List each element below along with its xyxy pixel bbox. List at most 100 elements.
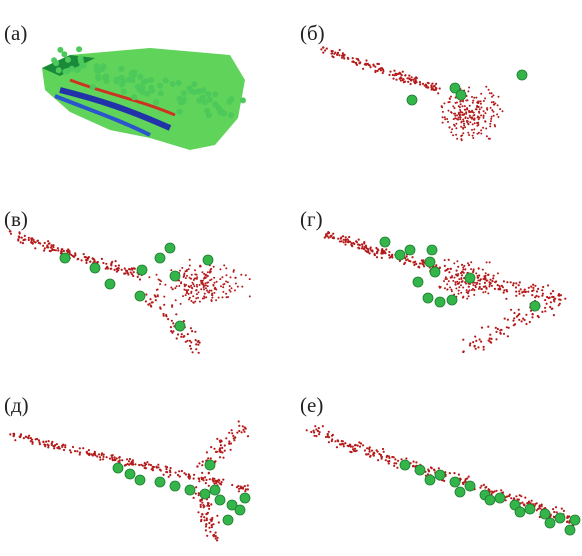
particle [564,298,566,300]
particle [9,433,11,435]
particle [43,250,45,252]
particle [200,288,202,290]
particle [401,74,403,76]
particle [489,125,491,127]
particle [462,132,464,134]
droplet [69,66,75,72]
particle [499,108,501,110]
particle [208,527,210,529]
bubble [400,460,410,470]
particle [99,456,101,458]
bubble [565,525,575,535]
particle [163,315,165,317]
particle [530,286,532,288]
particle [460,284,462,286]
particle [544,307,546,309]
particle [228,440,230,442]
particle [229,289,231,291]
particle [455,281,457,283]
particle [464,126,466,128]
particle [233,269,235,271]
particle [520,288,522,290]
particle [502,286,504,288]
particle [413,461,415,463]
particle [314,425,316,427]
particle [485,121,487,123]
particle [456,270,458,272]
particle [524,291,526,293]
particle [225,293,227,295]
particle [532,287,534,289]
particle [503,280,505,282]
particle [232,435,234,437]
particle [560,299,562,301]
particle [195,339,197,341]
particle [190,327,192,329]
particle [388,460,390,462]
particle [112,454,114,456]
particle [462,105,464,107]
particle [167,318,169,320]
particle [165,315,167,317]
particle [74,252,76,254]
particle [20,241,22,243]
particle [505,298,507,300]
particle [479,487,481,489]
particle [473,294,475,296]
particle [354,444,356,446]
particle [315,428,317,430]
bubble [137,265,147,275]
particle [221,481,223,483]
particle [179,270,181,272]
particle [480,129,482,131]
particle [467,90,469,92]
droplet [218,110,224,116]
particle [70,451,72,453]
particle [460,292,462,294]
particle [200,506,202,508]
particle [30,440,32,442]
particle [85,260,87,262]
particle [133,271,135,273]
particle [9,230,11,232]
particle [382,448,384,450]
particle [462,339,464,341]
particle [368,448,370,450]
particle [487,326,489,328]
particle [518,309,520,311]
particle [455,127,457,129]
droplet [177,109,183,115]
particle [507,335,509,337]
particle [225,437,227,439]
particle [500,489,502,491]
particle [205,277,207,279]
particle [475,97,477,99]
particle [204,293,206,295]
particle [440,286,442,288]
particle [419,262,421,264]
particle [202,461,204,463]
particle [494,125,496,127]
particle [542,286,544,288]
particle [79,447,81,449]
particle [459,118,461,120]
particle [88,449,90,451]
particle [469,121,471,123]
particle [23,437,25,439]
particle [466,107,468,109]
particle [326,235,328,237]
particle [454,277,456,279]
particle [144,467,146,469]
particle [115,265,117,267]
particle [194,273,196,275]
particle [129,268,131,270]
particle [186,269,188,271]
particle [546,303,548,305]
particle [500,333,502,335]
particle [96,455,98,457]
particle [51,441,53,443]
particle [180,281,182,283]
particle [450,131,452,133]
particle [366,247,368,249]
bubble [465,481,475,491]
